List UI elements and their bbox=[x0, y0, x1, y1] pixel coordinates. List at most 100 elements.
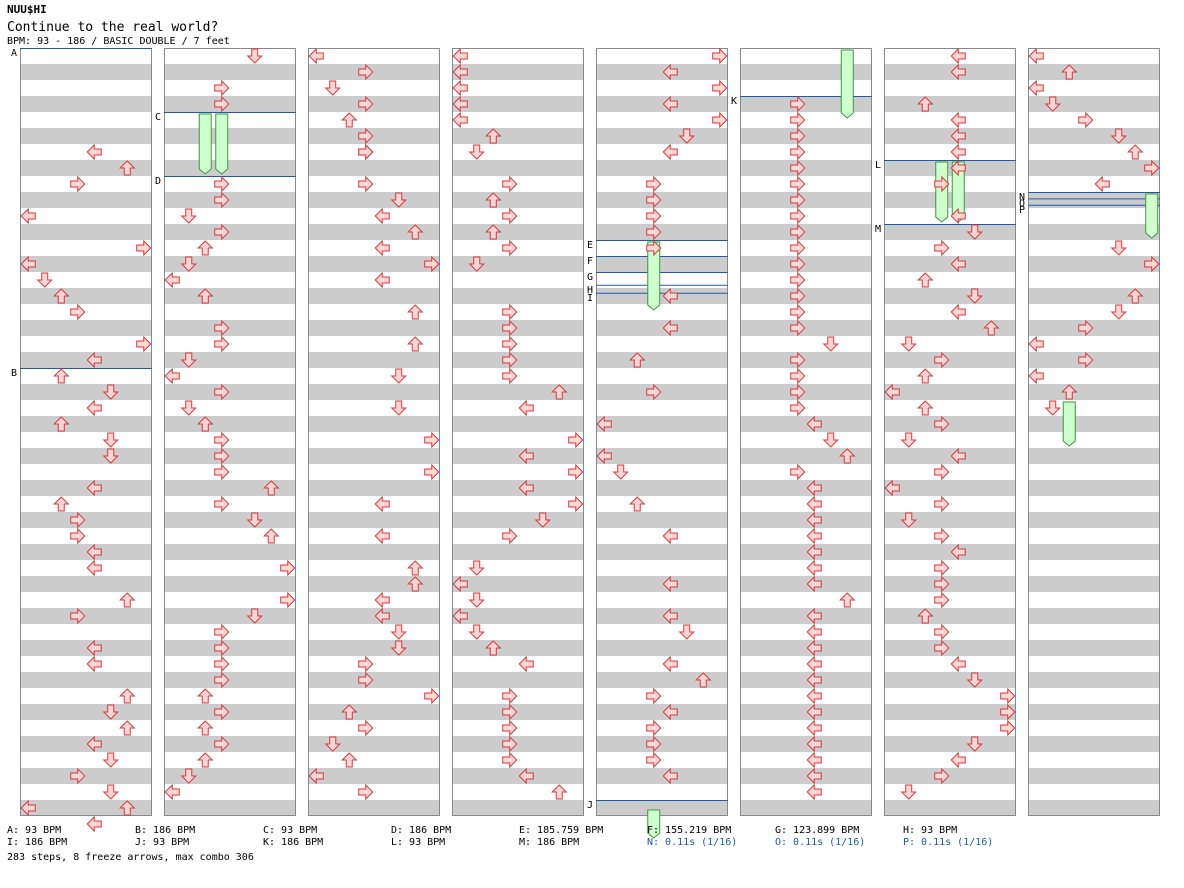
step-arrow-right bbox=[214, 335, 230, 353]
bpm-marker-label: M bbox=[875, 224, 881, 235]
step-arrow-down bbox=[102, 704, 119, 720]
row-stripe bbox=[164, 128, 296, 144]
step-arrow-left bbox=[884, 479, 900, 497]
bpm-marker-label: N bbox=[1019, 192, 1025, 203]
step-arrow-left bbox=[308, 767, 324, 785]
row-stripe bbox=[1028, 128, 1160, 144]
step-arrow-right bbox=[214, 703, 230, 721]
legend-entry: L: 93 BPM bbox=[391, 837, 446, 848]
column-border bbox=[740, 48, 872, 816]
row-stripe bbox=[1028, 160, 1160, 176]
step-arrow-right bbox=[70, 303, 86, 321]
row-stripe bbox=[164, 320, 296, 336]
row-stripe bbox=[884, 256, 1016, 272]
row-stripe bbox=[884, 96, 1016, 112]
step-arrow-right bbox=[1000, 719, 1016, 737]
row-stripe bbox=[308, 352, 440, 368]
step-arrow-right bbox=[358, 63, 374, 81]
step-arrow-right bbox=[502, 703, 518, 721]
step-arrow-right bbox=[934, 463, 950, 481]
step-arrow-right bbox=[790, 175, 806, 193]
step-arrow-right bbox=[214, 623, 230, 641]
step-arrow-right bbox=[502, 367, 518, 385]
step-arrow-right bbox=[934, 175, 950, 193]
chart-column bbox=[20, 48, 152, 816]
step-arrow-right bbox=[214, 447, 230, 465]
row-stripe bbox=[596, 416, 728, 432]
step-arrow-up bbox=[53, 288, 70, 304]
step-arrow-right bbox=[70, 527, 86, 545]
row-stripe bbox=[20, 192, 152, 208]
step-arrow-up bbox=[629, 496, 646, 512]
bpm-marker-label: O bbox=[1019, 198, 1025, 209]
step-arrow-right bbox=[790, 127, 806, 145]
step-arrow-left bbox=[950, 63, 966, 81]
column-border bbox=[308, 48, 440, 816]
bpm-marker-label: E bbox=[587, 240, 593, 251]
row-stripe bbox=[164, 384, 296, 400]
chart-column bbox=[596, 48, 728, 816]
step-arrow-right bbox=[70, 607, 86, 625]
row-stripe bbox=[164, 64, 296, 80]
row-stripe bbox=[308, 608, 440, 624]
step-arrow-down bbox=[900, 512, 917, 528]
row-stripe bbox=[740, 608, 872, 624]
column-border bbox=[884, 48, 1016, 816]
step-arrow-up bbox=[407, 560, 424, 576]
step-arrow-left bbox=[452, 95, 468, 113]
step-arrow-right bbox=[790, 399, 806, 417]
row-stripe bbox=[308, 192, 440, 208]
step-arrow-left bbox=[1028, 335, 1044, 353]
step-arrow-down bbox=[1044, 96, 1061, 112]
step-arrow-up bbox=[407, 576, 424, 592]
row-stripe bbox=[740, 160, 872, 176]
row-stripe bbox=[1028, 544, 1160, 560]
row-stripe bbox=[20, 384, 152, 400]
step-arrow-down bbox=[390, 400, 407, 416]
step-arrow-right bbox=[1144, 159, 1160, 177]
row-stripe bbox=[1028, 480, 1160, 496]
row-stripe bbox=[452, 768, 584, 784]
legend-entry: I: 186 BPM bbox=[7, 837, 68, 848]
step-arrow-left bbox=[374, 271, 390, 289]
row-stripe bbox=[740, 704, 872, 720]
row-stripe bbox=[740, 64, 872, 80]
row-stripe bbox=[20, 352, 152, 368]
row-stripe bbox=[308, 640, 440, 656]
step-arrow-down bbox=[324, 736, 341, 752]
row-stripe bbox=[740, 384, 872, 400]
step-arrow-right bbox=[502, 719, 518, 737]
column-border bbox=[1028, 48, 1160, 816]
step-arrow-up bbox=[197, 240, 214, 256]
step-arrow-right bbox=[934, 575, 950, 593]
row-stripe bbox=[452, 608, 584, 624]
row-stripe bbox=[740, 768, 872, 784]
step-arrow-left bbox=[374, 607, 390, 625]
step-arrow-up bbox=[197, 720, 214, 736]
song-title: Continue to the real world? bbox=[7, 20, 219, 35]
step-arrow-right bbox=[214, 671, 230, 689]
step-arrow-down bbox=[678, 624, 695, 640]
bpm-marker-label: A bbox=[11, 48, 17, 59]
step-arrow-left bbox=[452, 575, 468, 593]
bpm-marker-label: I bbox=[587, 293, 593, 304]
step-arrow-down bbox=[36, 272, 53, 288]
step-arrow-down bbox=[102, 432, 119, 448]
row-stripe bbox=[452, 224, 584, 240]
step-arrow-right bbox=[358, 671, 374, 689]
row-stripe bbox=[740, 224, 872, 240]
step-arrow-right bbox=[790, 463, 806, 481]
step-arrow-up bbox=[839, 592, 856, 608]
step-arrow-right bbox=[358, 143, 374, 161]
step-arrow-right bbox=[214, 191, 230, 209]
step-arrow-up bbox=[485, 224, 502, 240]
step-arrow-right bbox=[502, 351, 518, 369]
step-arrow-up bbox=[53, 368, 70, 384]
step-arrow-left bbox=[806, 783, 822, 801]
step-arrow-right bbox=[214, 383, 230, 401]
row-stripe bbox=[20, 704, 152, 720]
step-arrow-left bbox=[806, 607, 822, 625]
row-stripe bbox=[452, 160, 584, 176]
step-arrow-up bbox=[485, 192, 502, 208]
row-stripe bbox=[596, 480, 728, 496]
